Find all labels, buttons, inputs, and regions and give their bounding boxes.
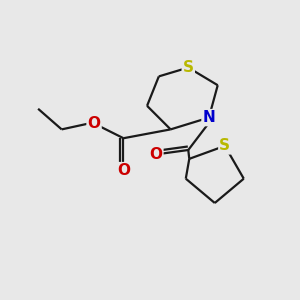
Text: O: O xyxy=(117,163,130,178)
Text: O: O xyxy=(88,116,100,131)
Text: N: N xyxy=(202,110,215,125)
Text: S: S xyxy=(183,60,194,75)
Text: S: S xyxy=(219,138,230,153)
Text: O: O xyxy=(149,147,162,162)
